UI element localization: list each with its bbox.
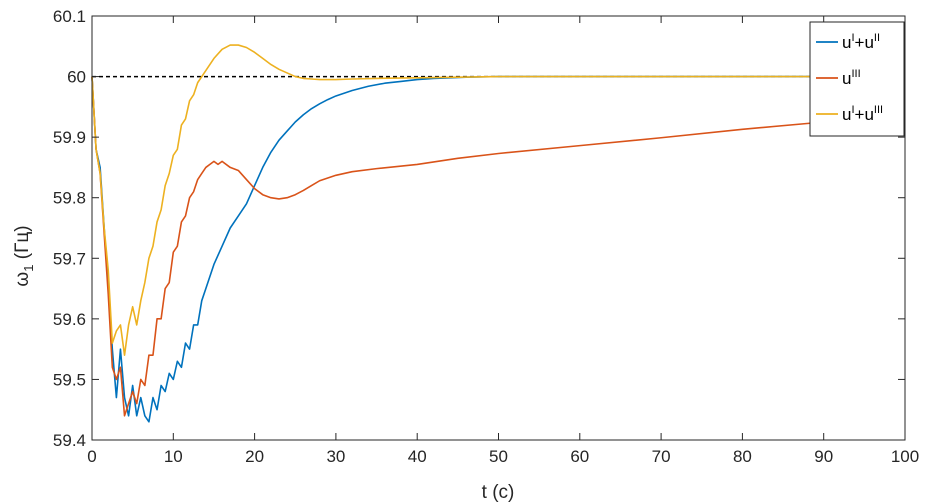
legend-label-2: uIII [842, 68, 861, 88]
x-axis-label: t (c) [482, 482, 515, 503]
x-tick-label: 40 [408, 447, 427, 466]
x-tick-label: 20 [245, 447, 264, 466]
x-tick-label: 100 [891, 447, 919, 466]
y-axis-label: ω1 (Гц) [12, 225, 36, 286]
y-tick-label: 59.5 [53, 370, 86, 389]
y-tick-label: 59.8 [53, 189, 86, 208]
legend-label-1: uI+uII [842, 32, 880, 52]
y-axis-label-unit: (Гц) [12, 225, 33, 264]
y-axis-label-subscript: 1 [21, 265, 36, 272]
x-tick-label: 0 [87, 447, 96, 466]
plot-area [92, 16, 905, 440]
x-tick-label: 50 [489, 447, 508, 466]
x-tick-label: 30 [326, 447, 345, 466]
ticks-layer: 0 10 20 30 40 50 60 70 80 90 100 59.4 59.5 59.6 59.7 59… [53, 7, 919, 466]
y-tick-label: 59.7 [53, 249, 86, 268]
y-axis-label-symbol: ω [12, 272, 33, 287]
series-layer [91, 44, 906, 423]
series-line-2 [91, 76, 906, 417]
x-tick-label: 10 [164, 447, 183, 466]
legend-box [809, 21, 905, 137]
y-tick-label: 59.6 [53, 310, 86, 329]
y-tick-label: 60 [67, 68, 86, 87]
y-tick-label: 59.4 [53, 431, 86, 450]
x-tick-label: 60 [570, 447, 589, 466]
series-line-3 [91, 44, 905, 356]
series-line-1 [91, 75, 905, 423]
y-tick-label: 60.1 [53, 7, 86, 26]
legend: uI+uII uIII uI+uIII [809, 21, 905, 137]
y-tick-label: 59.9 [53, 128, 86, 147]
x-tick-label: 70 [652, 447, 671, 466]
x-tick-label: 80 [733, 447, 752, 466]
plot-background [92, 16, 905, 440]
legend-label-3: uI+uIII [842, 104, 883, 124]
x-tick-label: 90 [814, 447, 833, 466]
